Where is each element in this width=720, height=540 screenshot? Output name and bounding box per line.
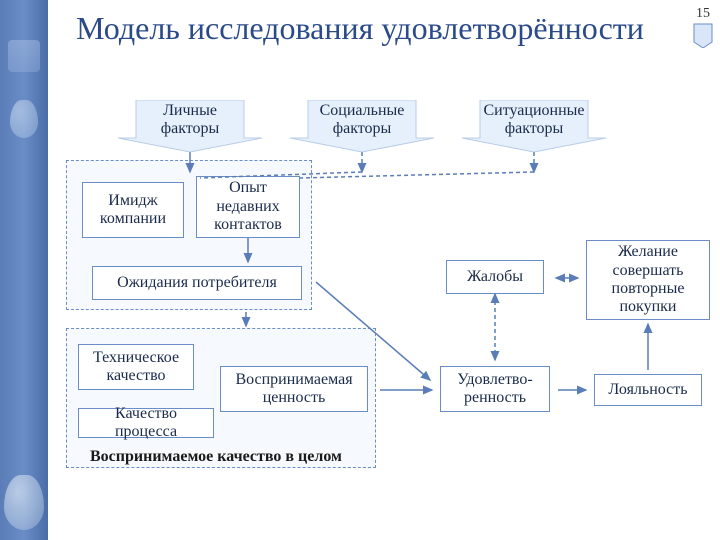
factor-arrow: Социальные факторы — [290, 100, 434, 152]
node-box: Техническое качество — [78, 344, 194, 390]
sidebar-drop-2 — [4, 475, 44, 530]
slide-title: Модель исследования удовлетворённости — [60, 10, 660, 47]
sidebar-drop-1 — [10, 100, 38, 138]
factor-arrow: Личные факторы — [118, 100, 262, 152]
overall-quality-label: Воспринимаемое качество в целом — [90, 448, 342, 466]
node-box: Воспринимаемая ценность — [220, 366, 368, 412]
node-box: Ожидания потребителя — [92, 266, 302, 300]
sidebar-shape — [8, 40, 40, 72]
factor-label: Личные факторы — [118, 102, 262, 137]
sidebar-decor — [0, 0, 48, 540]
node-box: Качество процесса — [78, 408, 214, 438]
page-number: 15 — [696, 6, 710, 22]
factor-label: Ситуационные факторы — [462, 102, 606, 137]
node-box: Желание совершать повторные покупки — [586, 240, 710, 320]
node-box: Опыт недавних контактов — [196, 176, 300, 238]
factor-label: Социальные факторы — [290, 102, 434, 137]
node-box: Жалобы — [446, 260, 544, 294]
node-box: Имидж компании — [82, 182, 184, 238]
factor-arrow: Ситуационные факторы — [462, 100, 606, 152]
slide-root: 15 Модель исследования удовлетворённости… — [0, 0, 720, 540]
node-box: Удовлетво- ренность — [440, 366, 550, 412]
node-box: Лояльность — [594, 374, 702, 406]
corner-icon — [692, 22, 714, 48]
